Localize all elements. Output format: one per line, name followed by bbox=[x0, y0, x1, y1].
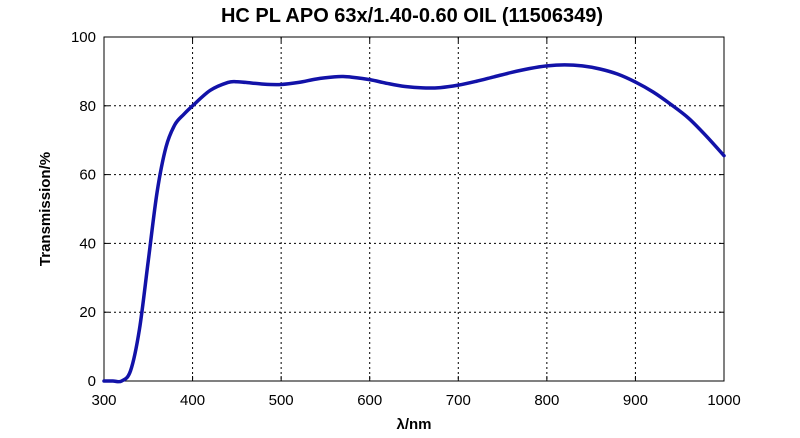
y-tick-label: 20 bbox=[79, 304, 96, 321]
series-line bbox=[102, 63, 726, 384]
series-layer bbox=[102, 63, 726, 384]
y-tick-label: 0 bbox=[88, 373, 96, 390]
y-tick-label: 40 bbox=[79, 235, 96, 252]
y-tick-label: 60 bbox=[79, 167, 96, 184]
grid bbox=[104, 37, 724, 381]
x-tick-label: 700 bbox=[446, 392, 471, 409]
axis-ticks: 300 400 500 600 700 800 900 1000 0 20 40 60 80 100 bbox=[71, 29, 741, 409]
plot-frame bbox=[103, 36, 725, 382]
x-tick-label: 300 bbox=[91, 392, 116, 409]
x-tick-label: 1000 bbox=[707, 392, 740, 409]
x-axis-label: λ/nm bbox=[396, 416, 431, 433]
x-tick-label: 800 bbox=[534, 392, 559, 409]
x-tick-label: 600 bbox=[357, 392, 382, 409]
y-tick-label: 100 bbox=[71, 29, 96, 46]
x-tick-label: 500 bbox=[269, 392, 294, 409]
chart-title: HC PL APO 63x/1.40-0.60 OIL (11506349) bbox=[221, 5, 603, 27]
y-axis-label: Transmission/% bbox=[37, 152, 54, 266]
x-tick-label: 400 bbox=[180, 392, 205, 409]
y-tick-label: 80 bbox=[79, 98, 96, 115]
x-tick-label: 900 bbox=[623, 392, 648, 409]
